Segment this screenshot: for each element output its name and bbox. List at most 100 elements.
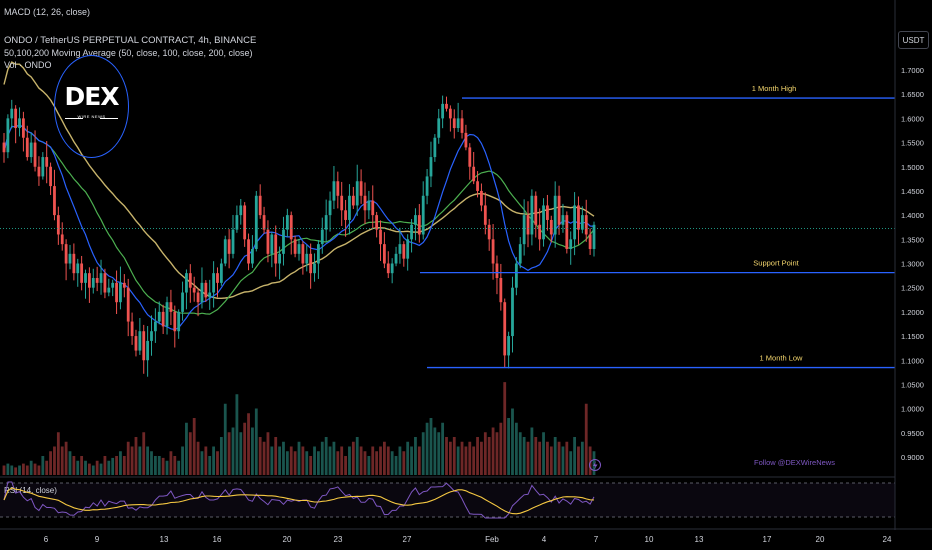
volume-indicator-label[interactable]: Vol · ONDO — [4, 60, 52, 70]
macd-indicator-label[interactable]: MACD (12, 26, close) — [4, 7, 91, 17]
ma-indicator-label[interactable]: 50,100,200 Moving Average (50, close, 10… — [4, 48, 253, 58]
candle-body — [293, 239, 297, 254]
candle — [402, 241, 406, 267]
volume-bar — [495, 432, 499, 475]
candle — [41, 152, 45, 180]
candle-body — [14, 108, 18, 129]
candles — [2, 95, 596, 377]
candle-body — [464, 132, 468, 148]
volume-bar — [161, 457, 165, 475]
candle-body — [185, 273, 188, 293]
candle-body — [344, 210, 347, 220]
candle-body — [309, 253, 313, 274]
candle-body — [472, 166, 476, 182]
currency-button[interactable]: USDT — [898, 31, 929, 49]
price-axis: 0.9000 0.9500 1.0000 1.0500 1.1000 1.1500 1.20… — [894, 0, 932, 530]
candle-body — [530, 195, 534, 235]
candle-body — [49, 166, 52, 187]
volume-bar — [150, 451, 153, 475]
volume-bar — [45, 460, 49, 475]
candle — [192, 276, 196, 302]
candle-body — [538, 224, 542, 240]
volume-bar — [18, 465, 21, 475]
volume-bar — [371, 446, 375, 475]
candle — [254, 190, 258, 252]
candle — [332, 165, 336, 210]
volume-bar — [518, 432, 522, 475]
candle — [433, 134, 437, 162]
candle — [472, 151, 476, 185]
volume-bar — [227, 432, 231, 475]
candle — [309, 243, 313, 289]
volume-bar — [441, 422, 445, 475]
candle-body — [429, 157, 433, 177]
candle — [480, 183, 483, 212]
volume-bar — [293, 451, 297, 475]
volume-bar — [14, 467, 18, 475]
candle-body — [107, 287, 111, 293]
volume-bar — [390, 451, 394, 475]
volume-bar — [313, 446, 316, 475]
candle — [22, 111, 25, 152]
candle — [138, 318, 142, 355]
price-tick-label: 1.7000 — [901, 66, 924, 75]
candle — [476, 171, 479, 198]
time-tick-label: Feb — [485, 535, 499, 544]
volume-bar — [76, 460, 80, 475]
candle-body — [60, 234, 64, 245]
candle-body — [196, 292, 200, 303]
level-label: 1 Month Low — [760, 354, 804, 363]
volume-bar — [243, 422, 247, 475]
price-tick-label: 1.6000 — [901, 114, 924, 123]
candle-body — [375, 215, 379, 230]
volume-bar — [499, 422, 503, 475]
candle-body — [317, 244, 320, 264]
candle — [243, 202, 247, 247]
volume-bar — [480, 441, 483, 475]
candle-body — [169, 302, 173, 312]
candle-body — [448, 108, 452, 119]
volume-bar — [588, 446, 592, 475]
level-label: 1 Month High — [752, 84, 797, 93]
candle-body — [216, 273, 219, 283]
candle — [161, 304, 165, 334]
candle-body — [573, 205, 576, 240]
candle — [460, 110, 464, 139]
candle-body — [549, 219, 553, 235]
time-tick-label: 20 — [816, 535, 825, 544]
candle — [216, 267, 219, 298]
ma200-line — [3, 61, 595, 299]
candle — [200, 267, 204, 309]
candle — [266, 220, 270, 263]
candle-body — [483, 205, 487, 225]
candle-body — [390, 263, 394, 274]
candle — [185, 269, 188, 310]
candle-body — [588, 234, 592, 249]
candle-body — [53, 186, 56, 216]
level-label: Support Point — [753, 259, 799, 268]
candle-body — [518, 244, 522, 264]
volume-bar — [10, 465, 14, 475]
volume-bar — [254, 408, 258, 475]
candle-body — [208, 292, 212, 298]
candle — [122, 274, 126, 298]
candle — [549, 215, 553, 243]
volume-bar — [538, 441, 542, 475]
volume-bar — [317, 451, 320, 475]
candle-body — [437, 118, 441, 138]
volume-bar — [165, 460, 169, 475]
candle — [196, 288, 200, 317]
volume-bar — [223, 403, 227, 475]
volume-bar — [216, 451, 219, 475]
volume-bar — [355, 437, 359, 475]
volume-bar — [491, 427, 495, 475]
candle — [592, 221, 596, 257]
candle-body — [348, 195, 351, 220]
time-tick-label: 13 — [160, 535, 169, 544]
rsi-line — [3, 481, 595, 519]
candle — [293, 235, 297, 258]
volume-bar — [111, 457, 115, 475]
volume-bar — [231, 427, 235, 475]
candle-body — [111, 282, 115, 288]
